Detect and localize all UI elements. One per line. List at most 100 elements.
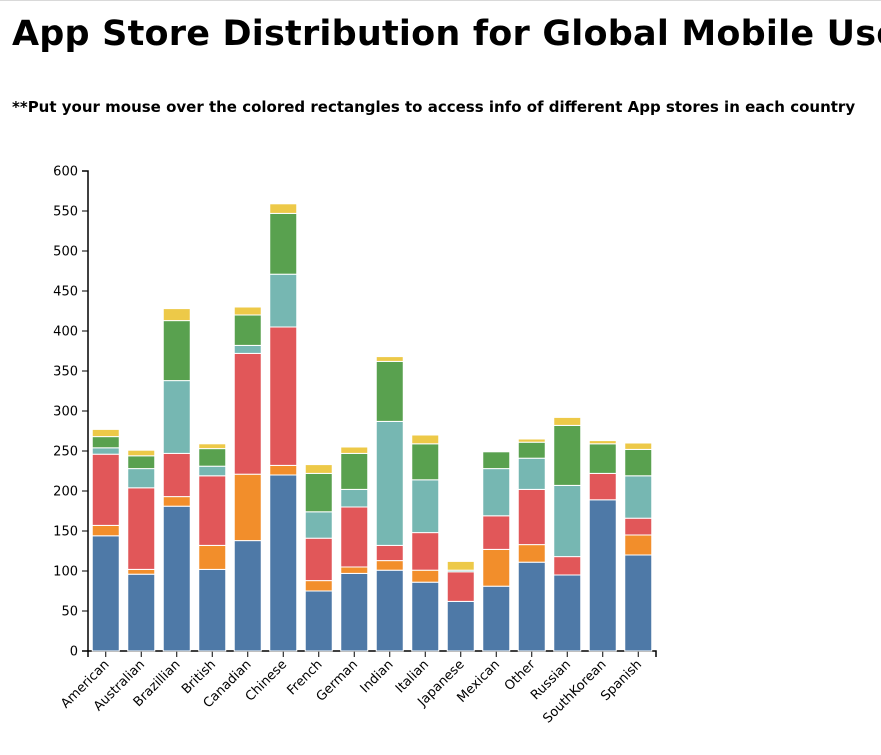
y-tick-label: 350 [53,365,78,380]
bar-segment-australian-store-2[interactable]: Australian — Store 2: 6 [127,568,156,575]
bar-segment-australian-store-5[interactable]: Australian — Store 5: 16 [127,455,156,470]
bar-segment-german-store-4[interactable]: German — Store 4: 22 [340,488,369,508]
bar-segment-southkorean-store-5[interactable]: SouthKorean — Store 5: 37 [588,443,617,474]
bar-segment-american-store-6[interactable]: American — Store 6: 9 [91,428,120,438]
bar-segment-other-store-3[interactable]: Other — Store 3: 69 [517,488,546,546]
bar-segment-other-store-1[interactable]: Other — Store 1: 111 [517,561,546,652]
bar-segment-southkorean-store-6[interactable]: SouthKorean — Store 6: 4 [588,440,617,445]
y-tick-label: 550 [53,205,78,220]
bar-segment-chinese-store-3[interactable]: Chinese — Store 3: 173 [269,326,298,466]
bar-segment-spanish-store-4[interactable]: Spanish — Store 4: 53 [624,475,653,519]
bar-segment-australian-store-1[interactable]: Australian — Store 1: 96 [127,573,156,652]
bar-segment-mexican-store-5[interactable]: Mexican — Store 5: 21 [482,451,511,470]
bar-segment-chinese-store-5[interactable]: Chinese — Store 5: 76 [269,212,298,275]
bar-stack-brazillian: Brazillian — Store 1: 181Brazillian — St… [162,308,191,652]
bar-segment-italian-store-1[interactable]: Italian — Store 1: 86 [411,581,440,652]
bar-segment-brazillian-store-6[interactable]: Brazillian — Store 6: 15 [162,308,191,322]
bar-segment-british-store-1[interactable]: British — Store 1: 102 [198,568,227,652]
bar-segment-mexican-store-4[interactable]: Mexican — Store 4: 59 [482,468,511,517]
bar-segment-italian-store-5[interactable]: Italian — Store 5: 45 [411,443,440,481]
bar-segment-mexican-store-1[interactable]: Mexican — Store 1: 81 [482,585,511,652]
bar-segment-southkorean-store-3[interactable]: SouthKorean — Store 3: 33 [588,472,617,501]
bar-segment-chinese-store-1[interactable]: Chinese — Store 1: 220 [269,474,298,652]
bar-segment-german-store-6[interactable]: German — Store 6: 8 [340,446,369,454]
bar-segment-indian-store-2[interactable]: Indian — Store 2: 12 [375,560,404,571]
page-title: App Store Distribution for Global Mobile… [12,14,881,54]
bar-segment-japanese-store-6[interactable]: Japanese — Store 6: 11 [446,560,475,571]
bar-segment-german-store-5[interactable]: German — Store 5: 45 [340,452,369,490]
bar-segment-mexican-store-3[interactable]: Mexican — Store 3: 42 [482,515,511,550]
bar-stack-canadian: Canadian — Store 1: 138Canadian — Store … [233,306,262,652]
bar-segment-american-store-4[interactable]: American — Store 4: 8 [91,447,120,455]
bar-segment-british-store-4[interactable]: British — Store 4: 12 [198,465,227,477]
bar-segment-american-store-5[interactable]: American — Store 5: 14 [91,436,120,449]
bar-segment-british-store-3[interactable]: British — Store 3: 87 [198,475,227,546]
bar-segment-french-store-6[interactable]: French — Store 6: 11 [304,464,333,474]
bar-segment-japanese-store-3[interactable]: Japanese — Store 3: 37 [446,571,475,602]
bar-segment-russian-store-3[interactable]: Russian — Store 3: 23 [553,556,582,576]
bar-segment-spanish-store-5[interactable]: Spanish — Store 5: 33 [624,448,653,477]
bar-segment-german-store-3[interactable]: German — Store 3: 75 [340,506,369,568]
bar-segment-italian-store-4[interactable]: Italian — Store 4: 66 [411,479,440,534]
bar-segment-indian-store-6[interactable]: Indian — Store 6: 6 [375,356,404,362]
bar-segment-chinese-store-4[interactable]: Chinese — Store 4: 66 [269,273,298,328]
bar-segment-spanish-store-1[interactable]: Spanish — Store 1: 120 [624,554,653,652]
bar-segment-brazillian-store-4[interactable]: Brazillian — Store 4: 91 [162,380,191,454]
bar-segment-british-store-5[interactable]: British — Store 5: 22 [198,448,227,467]
bar-stack-french: French — Store 1: 75French — Store 2: 13… [304,464,333,652]
bar-segment-russian-store-5[interactable]: Russian — Store 5: 75 [553,424,582,486]
bar-segment-indian-store-5[interactable]: Indian — Store 5: 75 [375,360,404,422]
bar-segment-spanish-store-3[interactable]: Spanish — Store 3: 21 [624,517,653,536]
bar-segment-american-store-3[interactable]: American — Store 3: 89 [91,453,120,526]
bar-segment-spanish-store-2[interactable]: Spanish — Store 2: 25 [624,534,653,556]
bar-stack-southkorean: SouthKorean — Store 1: 189SouthKorean — … [588,440,617,652]
bar-segment-american-store-2[interactable]: American — Store 2: 13 [91,524,120,537]
bar-segment-french-store-3[interactable]: French — Store 3: 53 [304,537,333,582]
bar-segment-southkorean-store-1[interactable]: SouthKorean — Store 1: 189 [588,499,617,652]
bar-segment-indian-store-4[interactable]: Indian — Store 4: 155 [375,420,404,546]
bar-segment-french-store-4[interactable]: French — Store 4: 33 [304,511,333,539]
y-tick-label: 450 [53,285,78,300]
bar-segment-other-store-2[interactable]: Other — Store 2: 22 [517,544,546,563]
bar-segment-australian-store-4[interactable]: Australian — Store 4: 24 [127,468,156,489]
bar-segment-british-store-2[interactable]: British — Store 2: 30 [198,544,227,570]
bar-segment-italian-store-3[interactable]: Italian — Store 3: 47 [411,532,440,571]
bar-segment-german-store-2[interactable]: German — Store 2: 8 [340,566,369,574]
bar-segment-french-store-1[interactable]: French — Store 1: 75 [304,590,333,652]
bar-segment-brazillian-store-3[interactable]: Brazillian — Store 3: 54 [162,452,191,498]
bar-segment-brazillian-store-5[interactable]: Brazillian — Store 5: 75 [162,320,191,382]
bar-segment-mexican-store-2[interactable]: Mexican — Store 2: 46 [482,548,511,587]
bar-segment-brazillian-store-2[interactable]: Brazillian — Store 2: 12 [162,496,191,507]
x-axis: AmericanAustralianBrazillianBritishCanad… [58,650,657,726]
bar-segment-canadian-store-3[interactable]: Canadian — Store 3: 151 [233,352,262,475]
y-tick-label: 300 [53,405,78,420]
bar-segment-italian-store-6[interactable]: Italian — Store 6: 11 [411,434,440,445]
bar-segment-russian-store-1[interactable]: Russian — Store 1: 95 [553,574,582,652]
bar-segment-italian-store-2[interactable]: Italian — Store 2: 15 [411,569,440,583]
bar-segment-other-store-4[interactable]: Other — Store 4: 39 [517,457,546,490]
bar-segment-japanese-store-1[interactable]: Japanese — Store 1: 62 [446,600,475,652]
bar-segment-spanish-store-6[interactable]: Spanish — Store 6: 8 [624,442,653,450]
bar-segment-canadian-store-5[interactable]: Canadian — Store 5: 38 [233,314,262,346]
y-tick-label: 50 [61,605,78,620]
bar-segment-german-store-1[interactable]: German — Store 1: 97 [340,572,369,652]
bar-segment-canadian-store-1[interactable]: Canadian — Store 1: 138 [233,540,262,652]
bar-segment-other-store-6[interactable]: Other — Store 6: 4 [517,438,546,443]
bar-segment-indian-store-3[interactable]: Indian — Store 3: 19 [375,544,404,562]
bar-segment-brazillian-store-1[interactable]: Brazillian — Store 1: 181 [162,505,191,652]
bar-segment-indian-store-1[interactable]: Indian — Store 1: 101 [375,569,404,652]
bar-segment-australian-store-6[interactable]: Australian — Store 6: 7 [127,449,156,457]
bar-segment-french-store-2[interactable]: French — Store 2: 13 [304,580,333,592]
bar-segment-other-store-5[interactable]: Other — Store 5: 20 [517,441,546,459]
bar-segment-russian-store-6[interactable]: Russian — Store 6: 10 [553,416,582,426]
bar-segment-british-store-6[interactable]: British — Store 6: 6 [198,443,227,450]
bar-segment-canadian-store-2[interactable]: Canadian — Store 2: 83 [233,473,262,542]
bar-segment-american-store-1[interactable]: American — Store 1: 144 [91,535,120,652]
bar-segment-canadian-store-6[interactable]: Canadian — Store 6: 10 [233,306,262,316]
bar-segment-canadian-store-4[interactable]: Canadian — Store 4: 10 [233,344,262,354]
bar-segment-chinese-store-2[interactable]: Chinese — Store 2: 12 [269,464,298,476]
bar-segment-french-store-5[interactable]: French — Store 5: 48 [304,472,333,513]
bar-segment-russian-store-4[interactable]: Russian — Store 4: 89 [553,484,582,558]
bar-segment-chinese-store-6[interactable]: Chinese — Store 6: 12 [269,203,298,214]
bar-segment-australian-store-3[interactable]: Australian — Store 3: 102 [127,487,156,570]
